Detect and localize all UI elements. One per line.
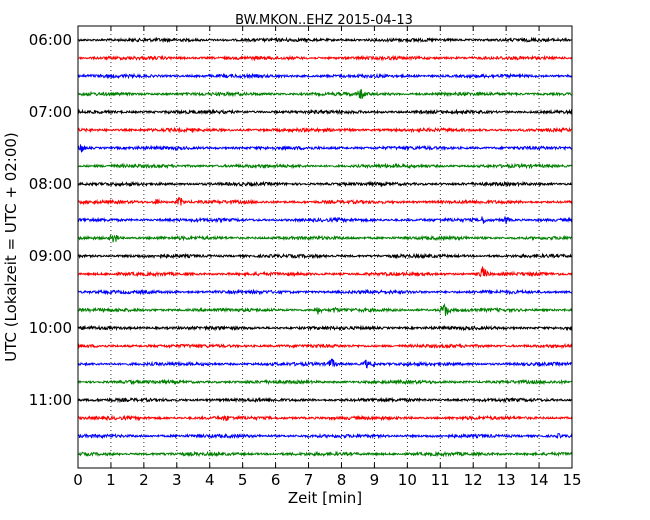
y-tick-label: 06:00 bbox=[29, 31, 72, 49]
trace-row bbox=[77, 180, 573, 188]
trace-row bbox=[77, 358, 573, 369]
trace-row bbox=[77, 396, 573, 404]
x-tick-label: 15 bbox=[562, 471, 581, 489]
x-tick-label: 7 bbox=[304, 471, 314, 489]
trace-row bbox=[77, 378, 573, 386]
x-tick-label: 3 bbox=[172, 471, 182, 489]
seismic-traces bbox=[77, 36, 573, 458]
x-tick-label: 2 bbox=[139, 471, 149, 489]
axis-ticks: 0 1 2 3 4 5 6 7 8 9 10 11 12 13 14 1506:0007:0008:0009:… bbox=[29, 26, 582, 489]
trace-row bbox=[77, 144, 573, 153]
x-tick-label: 5 bbox=[238, 471, 248, 489]
trace-row bbox=[77, 450, 573, 458]
y-tick-label: 11:00 bbox=[29, 391, 72, 409]
y-tick-label: 10:00 bbox=[29, 319, 72, 337]
trace-row bbox=[77, 432, 573, 440]
trace-row bbox=[77, 414, 573, 422]
x-tick-label: 14 bbox=[530, 471, 549, 489]
x-axis-label: Zeit [min] bbox=[288, 489, 362, 507]
trace-row bbox=[77, 342, 573, 350]
trace-row bbox=[77, 288, 573, 296]
trace-row bbox=[77, 233, 573, 243]
x-tick-label: 13 bbox=[497, 471, 516, 489]
trace-row bbox=[77, 266, 573, 278]
trace-row bbox=[77, 126, 573, 134]
x-tick-label: 12 bbox=[464, 471, 483, 489]
chart-title: BW.MKON..EHZ 2015-04-13 bbox=[235, 13, 413, 28]
x-tick-label: 10 bbox=[398, 471, 417, 489]
trace-row bbox=[77, 88, 573, 99]
trace-row bbox=[77, 162, 573, 170]
trace-row bbox=[77, 303, 573, 317]
y-tick-label: 07:00 bbox=[29, 103, 72, 121]
trace-row bbox=[77, 196, 573, 206]
plot-frame bbox=[77, 25, 573, 469]
x-grid bbox=[110, 26, 540, 468]
trace-row bbox=[77, 54, 573, 62]
y-tick-label: 08:00 bbox=[29, 175, 72, 193]
x-tick-label: 0 bbox=[73, 471, 83, 489]
x-tick-label: 4 bbox=[205, 471, 215, 489]
trace-row bbox=[77, 72, 573, 80]
x-tick-label: 1 bbox=[106, 471, 116, 489]
trace-row bbox=[77, 324, 573, 332]
trace-row bbox=[77, 215, 573, 225]
trace-row bbox=[77, 252, 573, 260]
x-tick-label: 11 bbox=[431, 471, 450, 489]
trace-row bbox=[77, 108, 573, 116]
x-tick-label: 8 bbox=[337, 471, 347, 489]
y-tick-label: 09:00 bbox=[29, 247, 72, 265]
y-axis-label: UTC (Lokalzeit = UTC + 02:00) bbox=[2, 132, 20, 362]
trace-row bbox=[77, 36, 573, 44]
x-tick-label: 9 bbox=[370, 471, 380, 489]
x-tick-label: 6 bbox=[271, 471, 281, 489]
